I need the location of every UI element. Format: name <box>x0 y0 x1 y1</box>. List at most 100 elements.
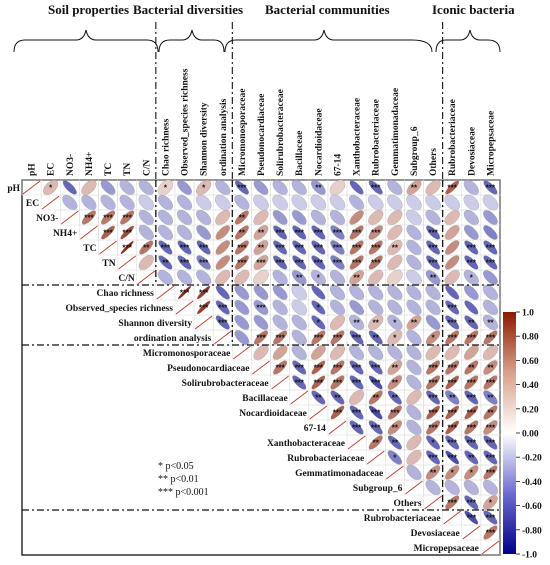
correlation-ellipse <box>368 390 383 405</box>
significance-stars: * <box>317 319 321 328</box>
significance-stars: *** <box>371 259 381 268</box>
correlation-ellipse <box>291 330 307 345</box>
correlation-ellipse <box>368 255 383 270</box>
correlation-ellipse <box>425 194 441 211</box>
correlation-ellipse <box>483 525 498 540</box>
significance-stars: ** <box>487 409 494 418</box>
correlation-ellipse <box>101 225 115 240</box>
significance-stars: *** <box>275 364 285 373</box>
correlation-ellipse <box>330 330 345 345</box>
correlation-ellipse <box>311 255 326 270</box>
correlation-ellipse <box>157 270 173 285</box>
significance-stars: *** <box>486 469 496 478</box>
row-label: Others <box>394 499 422 509</box>
correlation-ellipse <box>464 330 479 345</box>
correlation-ellipse <box>272 300 288 315</box>
significance-stars: ** <box>353 319 360 328</box>
column-label: C/N <box>142 160 152 177</box>
correlation-ellipse <box>445 420 459 435</box>
significance-stars: *** <box>352 229 362 238</box>
correlation-ellipse <box>329 300 345 315</box>
correlation-ellipse <box>445 495 460 510</box>
significance-stars: *** <box>333 259 343 268</box>
correlation-ellipse <box>101 210 115 225</box>
correlation-ellipse <box>311 225 326 240</box>
significance-stars: *** <box>199 304 209 313</box>
correlation-ellipse <box>483 240 498 255</box>
correlation-ellipse <box>177 285 192 300</box>
correlation-ellipse <box>426 420 441 435</box>
correlation-ellipse <box>215 225 230 240</box>
correlation-ellipse <box>387 345 403 360</box>
significance-stars: *** <box>486 379 496 388</box>
correlation-ellipse <box>368 300 384 315</box>
column-label: Solirubrobacteraceae <box>276 89 286 176</box>
matrix-cell <box>365 284 386 301</box>
correlation-ellipse <box>482 194 499 211</box>
correlation-ellipse <box>368 270 384 285</box>
diagonal-mark <box>156 285 175 300</box>
diagonal-mark <box>462 525 481 540</box>
correlation-ellipse <box>406 345 422 360</box>
significance-stars: ** <box>373 439 380 448</box>
correlation-ellipse <box>464 315 479 330</box>
row-label: Xanthobacteraceae <box>267 439 345 449</box>
significance-stars: *** <box>333 244 343 253</box>
significance-stars: *** <box>103 229 113 238</box>
significance-stars: ** <box>315 184 322 193</box>
correlation-ellipse <box>253 194 269 211</box>
correlation-ellipse <box>445 435 460 450</box>
significance-stars: *** <box>467 499 477 508</box>
significance-stars: *** <box>122 229 132 238</box>
correlation-ellipse <box>253 345 269 360</box>
significance-stars: ** <box>353 274 360 283</box>
colorbar: 1.0 0.80 0.60 0.40 0.20 0.00 -0.20 -0.40 -0.60 -0… <box>503 309 542 561</box>
matrix-cell: ** <box>480 314 501 331</box>
correlation-ellipse <box>406 360 422 375</box>
correlation-ellipse <box>253 300 269 315</box>
correlation-ellipse <box>215 194 231 211</box>
row-label: TN <box>102 259 115 269</box>
significance-stars: *** <box>295 229 305 238</box>
column-label: Xanthobacteraceae <box>353 98 363 176</box>
correlation-ellipse <box>425 300 441 315</box>
matrix-cell: *** <box>480 329 501 346</box>
significance-stars: *** <box>103 214 113 223</box>
correlation-ellipse <box>406 330 422 345</box>
correlation-ellipse <box>349 360 364 375</box>
significance-stars: *** <box>448 304 458 313</box>
correlation-ellipse <box>195 194 212 211</box>
column-label: TC <box>104 163 114 176</box>
correlation-ellipse <box>329 285 345 300</box>
significance-stars: *** <box>352 244 362 253</box>
significance-stars: *** <box>467 334 477 343</box>
matrix-cell <box>289 299 310 316</box>
correlation-ellipse <box>406 300 422 315</box>
significance-stars: *** <box>390 409 400 418</box>
correlation-ellipse <box>311 330 326 345</box>
correlation-ellipse <box>234 270 250 285</box>
correlation-ellipse <box>291 284 307 301</box>
column-labels: pH EC NO3- NH4+ TC TN C/N Chao richness Observed… <box>28 68 497 176</box>
significance-stars: *** <box>122 214 132 223</box>
significance-stars: *** <box>314 334 324 343</box>
correlation-ellipse <box>349 300 364 315</box>
correlation-ellipse <box>482 315 498 330</box>
significance-stars: *** <box>428 364 438 373</box>
significance-stars: *** <box>218 304 228 313</box>
group-braces <box>13 29 501 53</box>
significance-stars: *** <box>486 439 496 448</box>
significance-stars: *** <box>275 259 285 268</box>
correlation-ellipse <box>329 315 345 330</box>
significance-stars: *** <box>333 379 343 388</box>
correlation-ellipse <box>406 255 422 270</box>
significance-stars: ** <box>487 364 494 373</box>
correlation-ellipse <box>368 285 384 300</box>
legend-p005: * p<0.05 <box>158 461 194 472</box>
correlation-ellipse <box>215 180 231 195</box>
correlation-ellipse <box>482 480 498 495</box>
significance-stars: *** <box>84 214 94 223</box>
correlation-ellipse <box>425 285 441 300</box>
significance-stars: * <box>393 454 397 463</box>
significance-stars: *** <box>352 259 362 268</box>
